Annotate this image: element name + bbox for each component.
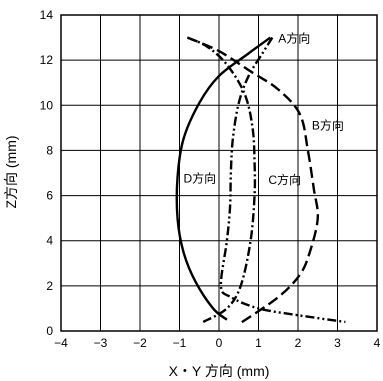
series-line-d [175, 36, 272, 321]
plot-frame [60, 14, 378, 332]
y-tick-label: 4 [46, 234, 53, 248]
y-axis-title: Z方向 (mm) [3, 135, 19, 208]
x-tick-label: 2 [295, 336, 302, 350]
y-tick-label: 14 [40, 8, 54, 22]
plot-border [60, 14, 378, 332]
series-layer [175, 36, 346, 326]
x-tick-label: −4 [54, 336, 68, 350]
curve-label: B方向 [312, 118, 344, 133]
curve-label: D方向 [183, 171, 216, 186]
x-tick-label: 3 [334, 336, 341, 350]
curve-labels: A方向 B方向 C方向 D方向 [183, 31, 343, 187]
y-tick-label: 8 [46, 143, 53, 157]
y-tick-label: 12 [40, 53, 54, 67]
x-tick-label: −3 [94, 336, 108, 350]
y-tick-label: 6 [46, 189, 53, 203]
series-line-c [186, 36, 257, 324]
x-axis-title: X・Y 方向 (mm) [169, 363, 270, 379]
curve-label: C方向 [268, 172, 301, 187]
series-line-b [186, 36, 320, 326]
y-tick-label: 2 [46, 279, 53, 293]
y-tick-label: 10 [40, 98, 54, 112]
x-tick-label: 1 [255, 336, 262, 350]
series-line-a [219, 36, 346, 324]
x-tick-label: −2 [133, 336, 147, 350]
x-tick-label: 4 [374, 336, 381, 350]
x-tick-label: −1 [173, 336, 187, 350]
grid-layer [60, 14, 378, 332]
y-tick-label: 0 [46, 324, 53, 338]
x-tick-label: 0 [216, 336, 223, 350]
curve-label: A方向 [278, 31, 310, 46]
